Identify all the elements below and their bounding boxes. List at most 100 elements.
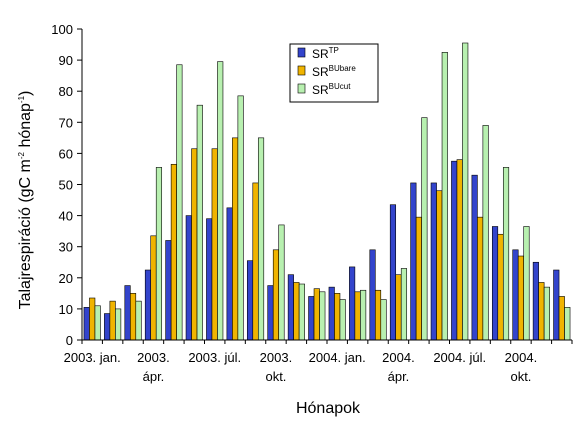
x-ticks-layer: 2003. jan. 2003. ápr. 2003. júl. 2003. okt. 20… [64,340,573,384]
bar-bubare-16 [415,216,422,341]
bar-tp-20 [491,226,499,341]
bar-bucut-15 [400,268,408,341]
bar-bucut-11 [319,291,326,341]
x-tick-label-21-0: 2004. [505,350,538,365]
bar-tp-17 [430,182,437,341]
bar-bubare-13 [354,291,361,341]
bar-bubare-1 [109,300,116,341]
bar-bubare-22 [538,282,545,341]
bar-tp-3 [144,269,152,341]
y-tick-label-70: 70 [59,115,73,130]
bar-bucut-23 [564,307,571,341]
legend-items: SRTP SRBUbare SRBUcut [297,46,356,97]
y-tick-label-90: 90 [59,53,73,68]
bars-layer [83,42,571,341]
y-tick-label-0: 0 [66,333,73,348]
bar-tp-1 [104,313,111,341]
bar-tp-22 [532,261,539,341]
bar-bucut-21 [523,226,530,341]
bar-bucut-2 [135,300,142,341]
y-tick-label-60: 60 [59,146,73,161]
bar-bucut-18 [462,42,469,341]
y-tick-label-30: 30 [59,240,73,255]
bar-bubare-17 [436,190,443,341]
bar-bucut-9 [278,224,285,341]
legend-label-bucut: SRBUcut [312,82,351,97]
bar-tp-8 [246,260,254,341]
bar-bubare-9 [272,249,280,341]
x-tick-label-15-0: 2004. [382,350,415,365]
bar-bucut-14 [380,299,387,341]
bar-bucut-4 [176,64,183,341]
bar-bucut-17 [441,52,448,341]
bar-tp-5 [185,215,192,341]
bar-tp-2 [124,285,131,341]
legend-swatch-tp [297,47,306,58]
x-tick-label-12-0: 2004. jan. [309,350,366,365]
bar-tp-13 [349,266,356,341]
bar-tp-14 [369,249,376,341]
bar-bubare-19 [477,216,484,341]
bar-bucut-7 [237,95,244,341]
bar-tp-6 [206,218,213,341]
y-tick-label-50: 50 [59,178,73,193]
legend-swatch-bubare [297,65,306,76]
bar-bucut-12 [339,299,346,341]
bar-bubare-21 [517,255,525,341]
x-tick-label-0-0: 2003. jan. [64,350,121,365]
x-tick-label-6-0: 2003. júl. [188,350,241,365]
bar-tp-11 [308,296,315,341]
x-tick-label-9-1: okt. [265,369,286,384]
y-tick-label-80: 80 [59,84,73,99]
bar-bubare-10 [293,282,300,341]
bar-tp-0 [83,307,90,341]
bar-bucut-10 [298,283,305,341]
legend-label-bubare: SRBUbare [312,64,356,79]
bar-bubare-18 [456,159,463,341]
bar-bucut-5 [196,104,203,341]
x-tick-label-3-1: ápr. [143,369,165,384]
x-tick-label-21-1: okt. [510,369,531,384]
bar-bubare-12 [334,293,341,341]
bar-bucut-1 [115,308,122,341]
bar-bucut-6 [217,61,224,341]
bar-tp-16 [410,182,417,341]
y-tick-label-40: 40 [59,209,73,224]
x-tick-label-3-0: 2003. [137,350,170,365]
bar-bucut-0 [94,305,101,341]
bar-bubare-23 [558,296,565,341]
bar-bubare-6 [211,148,218,341]
x-tick-label-9-0: 2003. [260,350,293,365]
bar-bubare-20 [497,233,504,341]
bar-tp-12 [328,286,335,341]
legend: SRTP SRBUbare SRBUcut [289,43,379,103]
y-axis-title: Talajrespiráció (gC m-2 hónap-1) [17,91,34,310]
y-ticks-layer: 0 10 20 30 40 50 60 70 80 90 100 [51,22,82,348]
x-axis-title: Hónapok [296,400,361,417]
bar-bubare-0 [89,297,96,341]
bar-bubare-14 [374,289,382,341]
bar-tp-4 [165,240,172,341]
bar-tp-19 [471,174,478,341]
y-tick-label-20: 20 [59,271,73,286]
x-tick-label-15-1: ápr. [388,369,410,384]
bar-tp-7 [226,207,233,341]
bar-bubare-15 [395,274,402,341]
bar-tp-10 [287,274,294,341]
bar-tp-23 [553,269,560,341]
bar-bubare-7 [232,137,239,341]
y-tick-label-10: 10 [59,302,73,317]
x-tick-label-18-0: 2004. júl. [433,350,486,365]
bar-bubare-3 [150,235,157,341]
bar-bubare-4 [170,163,177,341]
bar-tp-18 [451,160,458,341]
bar-tp-21 [512,249,519,341]
bar-bubare-2 [129,293,137,341]
legend-swatch-bucut [297,83,306,94]
bar-bucut-3 [155,167,163,341]
bar-bucut-13 [360,289,367,341]
bar-bucut-20 [502,167,510,341]
bar-tp-15 [389,204,397,341]
